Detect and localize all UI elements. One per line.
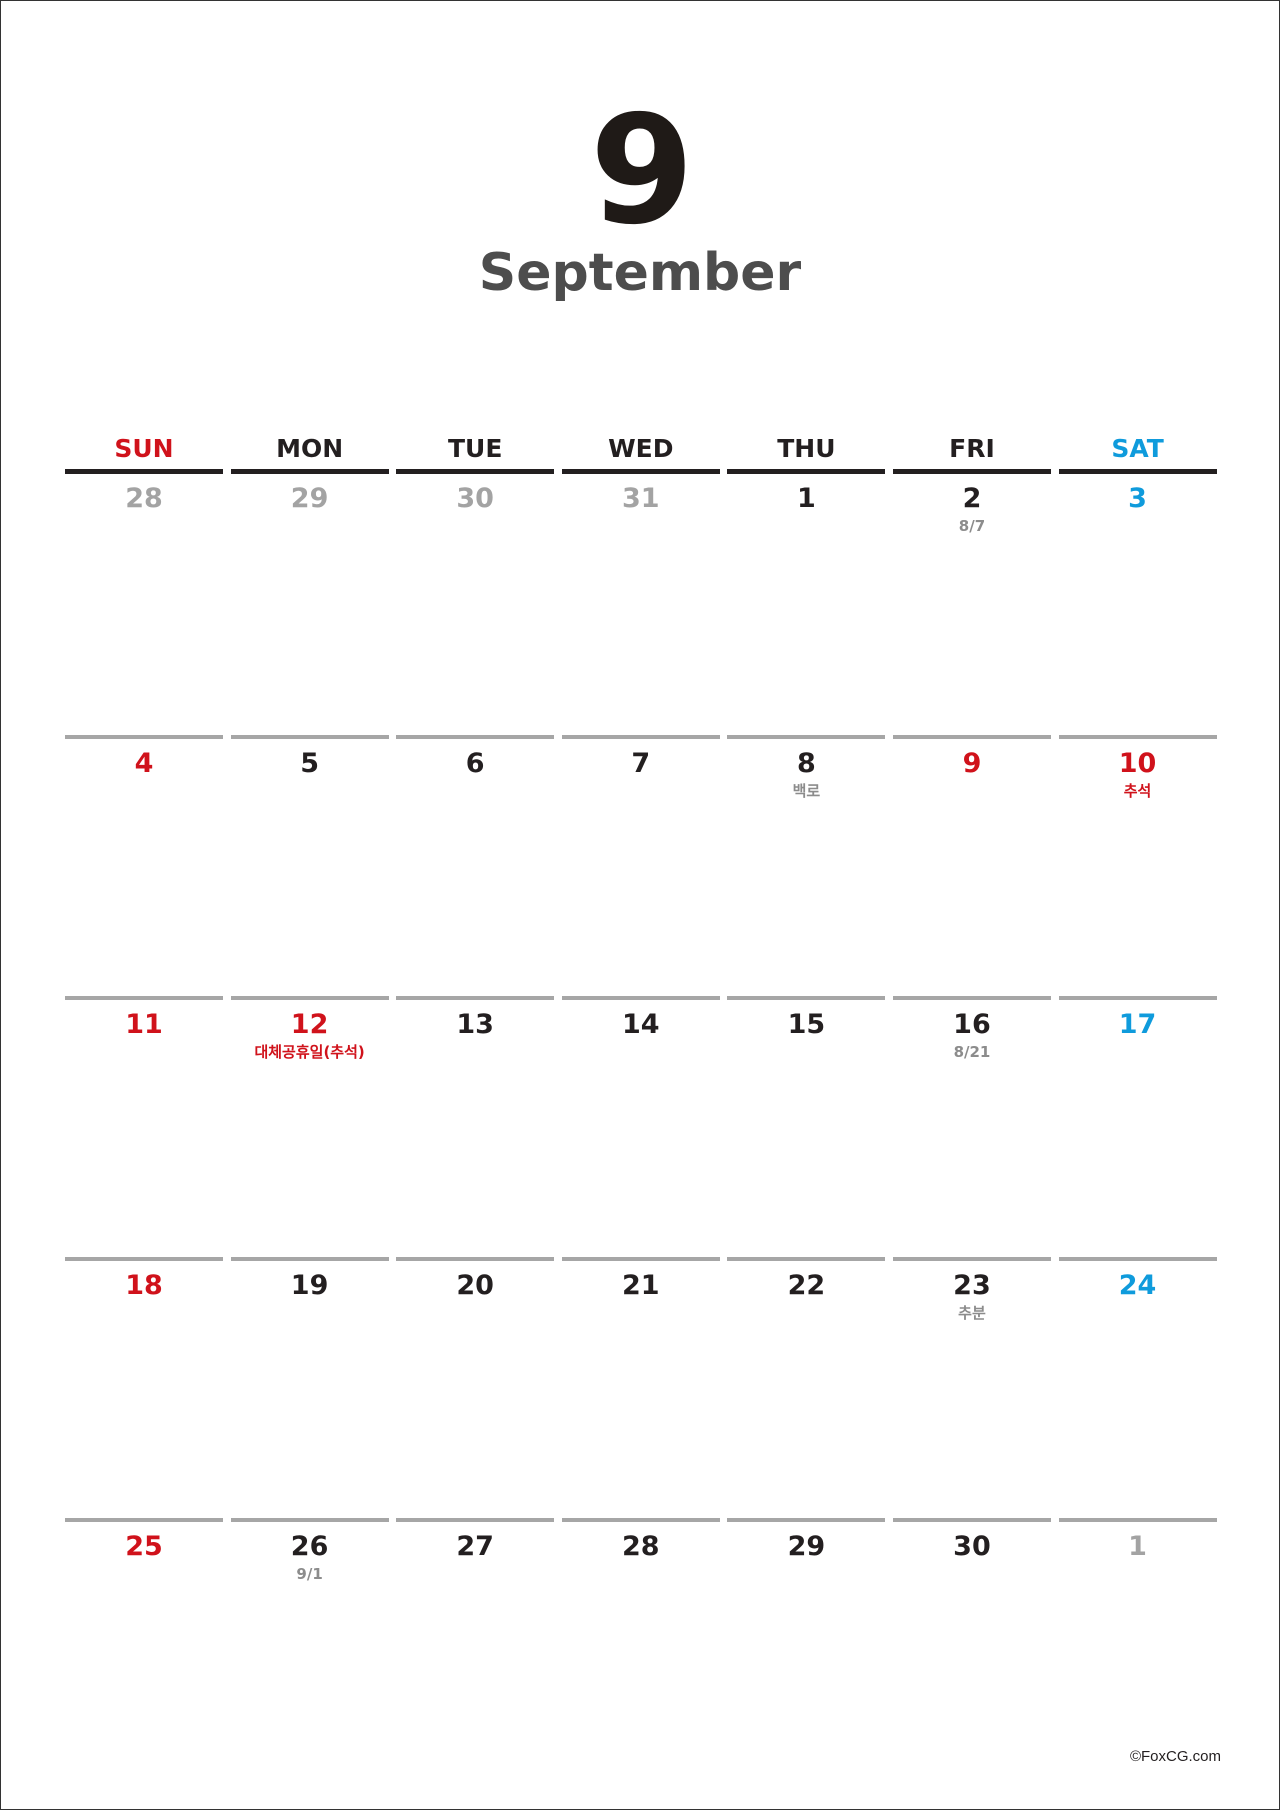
weekday-wed: WED — [561, 429, 720, 474]
day-number: 14 — [621, 1009, 660, 1040]
month-number: 9 — [589, 84, 694, 258]
day-cell: 28 — [65, 474, 223, 735]
day-cell: 29 — [727, 1518, 886, 1779]
weekday-fri: FRI — [892, 429, 1051, 474]
day-cell: 28 — [561, 1518, 720, 1779]
copyright-text: ©FoxCG.com — [1129, 1748, 1221, 1765]
day-number: 16 — [953, 1009, 991, 1040]
day-note: 추석 — [1123, 782, 1152, 800]
day-number: 8 — [796, 748, 816, 779]
day-cell: 15 — [727, 996, 886, 1257]
day-note: 8/7 — [958, 517, 986, 535]
day-cell: 26 9/1 — [230, 1518, 389, 1779]
week-row: 28 29 30 31 1 2 8/7 3 — [65, 474, 1217, 735]
day-number: 23 — [953, 1270, 991, 1301]
day-number: 9 — [962, 748, 982, 779]
day-number: 20 — [456, 1270, 494, 1301]
day-number: 22 — [787, 1270, 826, 1301]
week-row: 25 26 9/1 27 28 29 30 1 — [65, 1518, 1217, 1779]
day-cell: 25 — [65, 1518, 223, 1779]
day-cell: 7 — [561, 735, 720, 996]
day-cell: 29 — [231, 474, 389, 735]
day-cell: 12 대체공휴일(추석) — [230, 996, 389, 1257]
week-row: 4 5 6 7 8 백로 9 10 추석 — [65, 735, 1217, 996]
day-number: 29 — [787, 1531, 826, 1562]
day-number: 3 — [1128, 483, 1147, 514]
day-cell: 24 — [1058, 1257, 1217, 1518]
day-number: 1 — [796, 483, 816, 514]
day-cell: 10 추석 — [1058, 735, 1217, 996]
day-number: 4 — [134, 748, 154, 779]
day-cell: 16 8/21 — [892, 996, 1051, 1257]
day-number: 11 — [125, 1009, 163, 1040]
day-cell: 23 추분 — [892, 1257, 1051, 1518]
day-cell: 19 — [230, 1257, 389, 1518]
day-cell: 30 — [396, 474, 554, 735]
day-number: 29 — [290, 483, 329, 514]
day-cell: 14 — [561, 996, 720, 1257]
day-number: 5 — [300, 748, 319, 779]
day-cell: 22 — [727, 1257, 886, 1518]
day-number: 28 — [125, 483, 163, 514]
day-number: 19 — [290, 1270, 329, 1301]
day-cell: 31 — [562, 474, 720, 735]
day-number: 26 — [290, 1531, 329, 1562]
week-row: 18 19 20 21 22 23 추분 24 — [65, 1257, 1217, 1518]
day-cell: 5 — [230, 735, 389, 996]
day-number: 30 — [953, 1531, 991, 1562]
day-number: 13 — [456, 1009, 494, 1040]
day-cell: 27 — [396, 1518, 555, 1779]
day-number: 1 — [1128, 1531, 1147, 1562]
day-cell: 8 백로 — [727, 735, 886, 996]
weekday-header-row: SUN MON TUE WED THU FRI SAT — [65, 429, 1217, 474]
day-number: 15 — [787, 1009, 826, 1040]
day-number: 6 — [465, 748, 485, 779]
day-note: 백로 — [792, 782, 821, 800]
day-number: 27 — [456, 1531, 494, 1562]
day-number: 2 — [962, 483, 982, 514]
weekday-thu: THU — [727, 429, 886, 474]
day-note: 대체공휴일(추석) — [254, 1043, 365, 1061]
day-note: 추분 — [958, 1304, 986, 1322]
day-number: 12 — [290, 1009, 329, 1040]
calendar-grid: SUN MON TUE WED THU FRI SAT 28 29 30 31 1 2 8/… — [65, 429, 1217, 1779]
day-number: 31 — [621, 483, 660, 514]
weekday-tue: TUE — [396, 429, 555, 474]
weekday-mon: MON — [230, 429, 389, 474]
week-row: 11 12 대체공휴일(추석) 13 14 15 16 8/21 17 — [65, 996, 1217, 1257]
day-number: 24 — [1118, 1270, 1157, 1301]
day-number: 28 — [621, 1531, 660, 1562]
day-cell: 17 — [1058, 996, 1217, 1257]
day-number: 21 — [621, 1270, 660, 1301]
day-cell: 11 — [65, 996, 223, 1257]
month-name: September — [478, 243, 802, 303]
day-cell: 3 — [1059, 474, 1217, 735]
weekday-sun: SUN — [65, 429, 223, 474]
day-number: 18 — [125, 1270, 163, 1301]
day-number: 17 — [1118, 1009, 1157, 1040]
day-cell: 2 8/7 — [893, 474, 1051, 735]
day-number: 30 — [456, 483, 494, 514]
day-cell: 13 — [396, 996, 555, 1257]
day-cell: 20 — [396, 1257, 555, 1518]
day-note: 8/21 — [953, 1043, 991, 1061]
weeks-container: 28 29 30 31 1 2 8/7 3 4 5 6 7 8 백로 9 10 추석 11 12 대체공휴일(추석) 1… — [65, 474, 1217, 1779]
day-cell: 21 — [561, 1257, 720, 1518]
day-cell: 30 — [892, 1518, 1051, 1779]
day-note: 9/1 — [296, 1565, 323, 1583]
day-number: 10 — [1118, 748, 1157, 779]
day-number: 7 — [631, 748, 651, 779]
day-number: 25 — [125, 1531, 163, 1562]
day-cell: 1 — [727, 474, 885, 735]
day-cell: 4 — [65, 735, 223, 996]
day-cell: 6 — [396, 735, 555, 996]
day-cell: 1 — [1058, 1518, 1217, 1779]
day-cell: 9 — [892, 735, 1051, 996]
day-cell: 18 — [65, 1257, 223, 1518]
weekday-sat: SAT — [1058, 429, 1217, 474]
